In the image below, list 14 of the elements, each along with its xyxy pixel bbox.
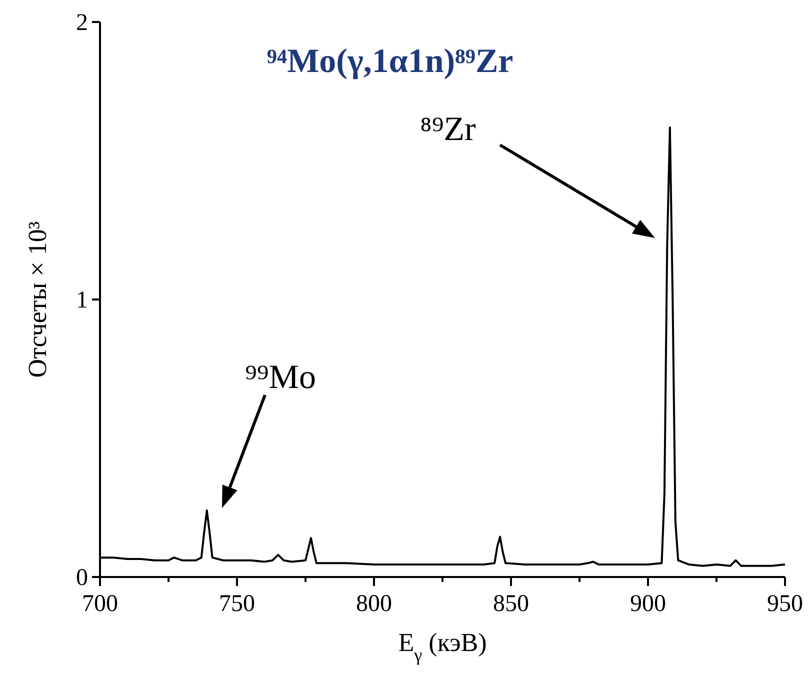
x-tick-label: 750 bbox=[219, 591, 255, 617]
annotation: ⁸⁹Zr bbox=[420, 111, 476, 148]
y-tick-label: 1 bbox=[76, 288, 88, 314]
text: ⁹⁴Mo(γ,1α1n)⁸⁹Zr bbox=[266, 43, 514, 80]
x-tick-label: 700 bbox=[82, 591, 118, 617]
y-axis-title: Отсчеты × 10³ bbox=[23, 221, 52, 378]
x-tick-label: 850 bbox=[493, 591, 529, 617]
x-tick-label: 800 bbox=[356, 591, 392, 617]
x-axis-title: E$_{γ}$ (кэВ) bbox=[398, 628, 487, 665]
y-tick-label: 2 bbox=[76, 10, 88, 36]
y-tick-label: 0 bbox=[76, 565, 88, 591]
x-tick-label: 900 bbox=[630, 591, 666, 617]
annotation: ⁹⁹Mo bbox=[245, 359, 316, 396]
x-tick-label: 950 bbox=[767, 591, 803, 617]
